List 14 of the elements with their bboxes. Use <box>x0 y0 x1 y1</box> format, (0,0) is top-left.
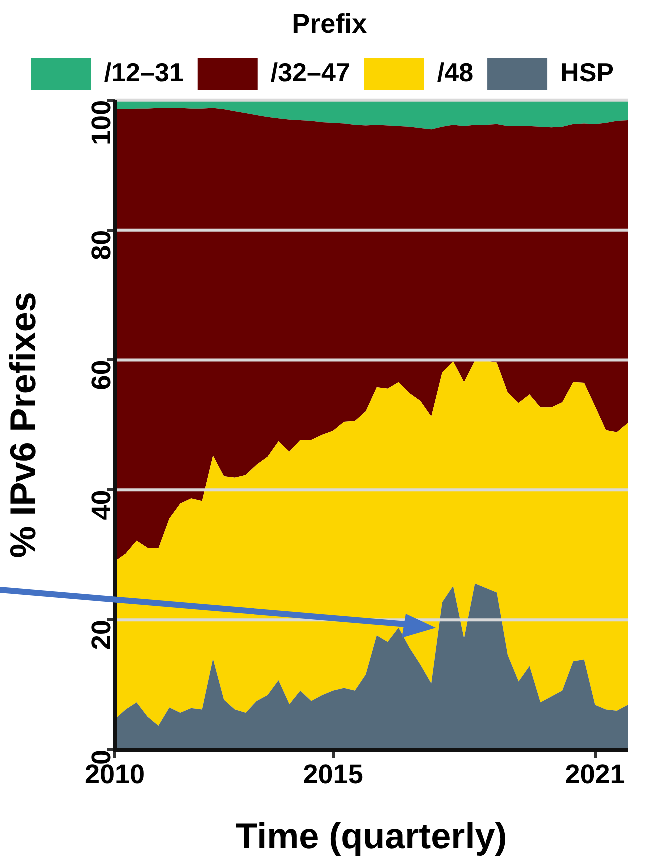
x-axis-title: Time (quarterly) <box>236 815 508 856</box>
x-tick-label: 2021 <box>565 760 626 790</box>
legend-label: /32–47 <box>270 58 350 88</box>
x-tick-label: 2015 <box>303 760 364 790</box>
y-tick-label: 20 <box>86 620 116 650</box>
y-tick-label: 100 <box>86 100 116 146</box>
legend-label: /48 <box>437 58 474 88</box>
legend-label: /12–31 <box>104 58 184 88</box>
y-tick-label: 80 <box>86 230 116 260</box>
y-tick-label: 40 <box>86 490 116 520</box>
legend-label: HSP <box>560 58 614 88</box>
legend-title: Prefix <box>292 8 368 39</box>
y-tick-label: 60 <box>86 360 116 390</box>
y-axis-title: % IPv6 Prefixes <box>2 292 44 558</box>
